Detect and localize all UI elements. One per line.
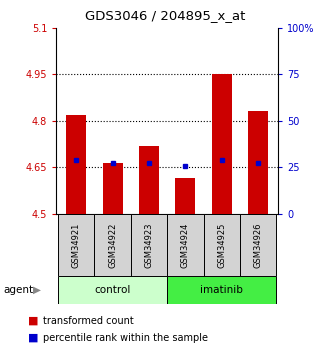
Bar: [103, 163, 122, 214]
Text: transformed count: transformed count: [43, 316, 134, 326]
Bar: [212, 74, 232, 214]
Bar: [240, 214, 276, 276]
Bar: [58, 276, 167, 304]
Text: GSM34924: GSM34924: [181, 222, 190, 268]
Bar: [204, 214, 240, 276]
Text: GSM34925: GSM34925: [217, 222, 226, 268]
Bar: [94, 214, 131, 276]
Bar: [167, 276, 276, 304]
Text: GSM34922: GSM34922: [108, 222, 117, 268]
Text: percentile rank within the sample: percentile rank within the sample: [43, 333, 208, 343]
Text: ■: ■: [28, 333, 38, 343]
Text: imatinib: imatinib: [200, 285, 243, 295]
Text: GSM34921: GSM34921: [72, 222, 81, 268]
Bar: [175, 178, 195, 214]
Text: ■: ■: [28, 316, 38, 326]
Bar: [167, 214, 204, 276]
Bar: [139, 146, 159, 214]
Text: control: control: [94, 285, 131, 295]
Text: agent: agent: [3, 285, 33, 295]
Text: GSM34923: GSM34923: [144, 222, 154, 268]
Bar: [131, 214, 167, 276]
Text: GDS3046 / 204895_x_at: GDS3046 / 204895_x_at: [85, 9, 246, 22]
Text: GSM34926: GSM34926: [254, 222, 262, 268]
Bar: [58, 214, 94, 276]
Bar: [248, 111, 268, 214]
Text: ▶: ▶: [33, 285, 41, 295]
Bar: [66, 115, 86, 214]
